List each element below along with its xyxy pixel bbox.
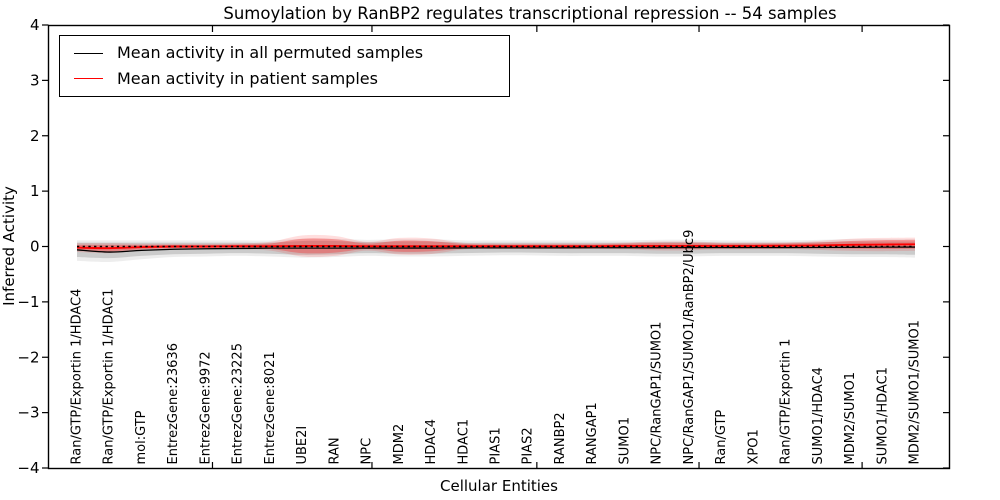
y-tick-label: 0 bbox=[30, 238, 40, 256]
x-category-label: PIAS1 bbox=[489, 427, 504, 464]
legend: Mean activity in all permuted samples Me… bbox=[59, 35, 510, 97]
x-category-label: EntrezGene:8021 bbox=[263, 351, 278, 464]
y-tick-label: 2 bbox=[30, 127, 40, 145]
y-tick-label: −1 bbox=[17, 293, 39, 311]
x-category-label: NPC/RanGAP1/SUMO1 bbox=[650, 322, 665, 465]
x-category-label: HDAC1 bbox=[456, 419, 471, 465]
y-tick-label: −4 bbox=[17, 459, 39, 477]
y-tick-label: 3 bbox=[30, 71, 40, 89]
x-category-label: Ran/GTP bbox=[714, 410, 729, 465]
x-category-label: PIAS2 bbox=[521, 427, 536, 464]
x-axis-label: Cellular Entities bbox=[440, 477, 558, 495]
permuted-spread-outer-band bbox=[77, 238, 915, 263]
x-category-label: EntrezGene:23636 bbox=[166, 343, 181, 464]
chart-title: Sumoylation by RanBP2 regulates transcri… bbox=[223, 4, 837, 23]
x-category-label: NPC bbox=[360, 438, 375, 465]
y-tick-label: 1 bbox=[30, 182, 40, 200]
x-category-label: SUMO1/HDAC1 bbox=[875, 367, 890, 464]
y-axis-label: Inferred Activity bbox=[0, 186, 18, 306]
permuted-mean-line bbox=[76, 246, 916, 253]
x-category-label: EntrezGene:9972 bbox=[198, 351, 213, 464]
legend-row-patient: Mean activity in patient samples bbox=[74, 68, 509, 88]
x-category-label: MDM2/SUMO1/SUMO1 bbox=[908, 320, 923, 464]
legend-label-patient: Mean activity in patient samples bbox=[117, 68, 378, 88]
x-category-label: XPO1 bbox=[746, 429, 761, 464]
x-category-label: mol:GTP bbox=[134, 410, 149, 464]
x-category-label: Ran/GTP/Exportin 1/HDAC1 bbox=[102, 289, 117, 465]
x-category-label: Ran/GTP/Exportin 1 bbox=[779, 339, 794, 465]
y-tick-label: −3 bbox=[17, 404, 39, 422]
x-category-label: EntrezGene:23225 bbox=[231, 343, 246, 464]
x-category-label: MDM2 bbox=[392, 424, 407, 465]
x-category-label: UBE2I bbox=[295, 426, 310, 465]
x-category-label: RAN bbox=[327, 437, 342, 464]
x-category-label: SUMO1 bbox=[617, 417, 632, 465]
x-category-label: NPC/RanGAP1/SUMO1/RanBP2/Ubc9 bbox=[682, 230, 697, 465]
x-category-label: RANGAP1 bbox=[585, 402, 600, 464]
x-category-label: Ran/GTP/Exportin 1/HDAC4 bbox=[70, 289, 85, 465]
y-tick-label: −2 bbox=[17, 348, 39, 366]
legend-line-patient bbox=[74, 78, 103, 80]
x-category-label: SUMO1/HDAC4 bbox=[811, 367, 826, 464]
y-tick-label: 4 bbox=[30, 16, 40, 34]
legend-row-permuted: Mean activity in all permuted samples bbox=[74, 45, 509, 61]
x-category-label: HDAC4 bbox=[424, 419, 439, 465]
x-category-label: RANBP2 bbox=[553, 412, 568, 464]
legend-label-permuted: Mean activity in all permuted samples bbox=[117, 43, 424, 63]
x-category-label: MDM2/SUMO1 bbox=[843, 372, 858, 465]
legend-line-permuted bbox=[74, 52, 103, 54]
